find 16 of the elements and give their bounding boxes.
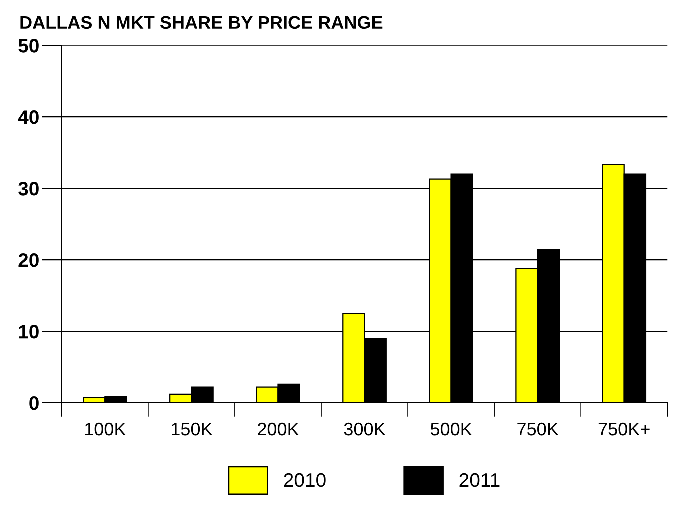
- y-tick-label: 20: [18, 254, 39, 268]
- chart-title: DALLAS N MKT SHARE BY PRICE RANGE: [20, 16, 383, 30]
- y-tick-label: 50: [18, 39, 39, 53]
- legend-label: 2011: [460, 473, 500, 488]
- y-tick-label: 10: [19, 324, 39, 339]
- legend-label: 2010: [284, 473, 326, 488]
- y-tick-label: 30: [18, 182, 39, 196]
- x-tick-label: 750K+: [598, 422, 650, 436]
- x-tick-label: 200K: [258, 422, 300, 436]
- y-tick-label: 0: [30, 396, 39, 410]
- x-tick-label: 750K: [518, 422, 559, 436]
- x-tick-label: 500K: [430, 422, 472, 436]
- x-tick-label: 100K: [85, 422, 126, 436]
- x-tick-label: 300K: [344, 422, 386, 436]
- x-tick-label: 150K: [172, 422, 213, 436]
- y-tick-label: 40: [18, 110, 39, 124]
